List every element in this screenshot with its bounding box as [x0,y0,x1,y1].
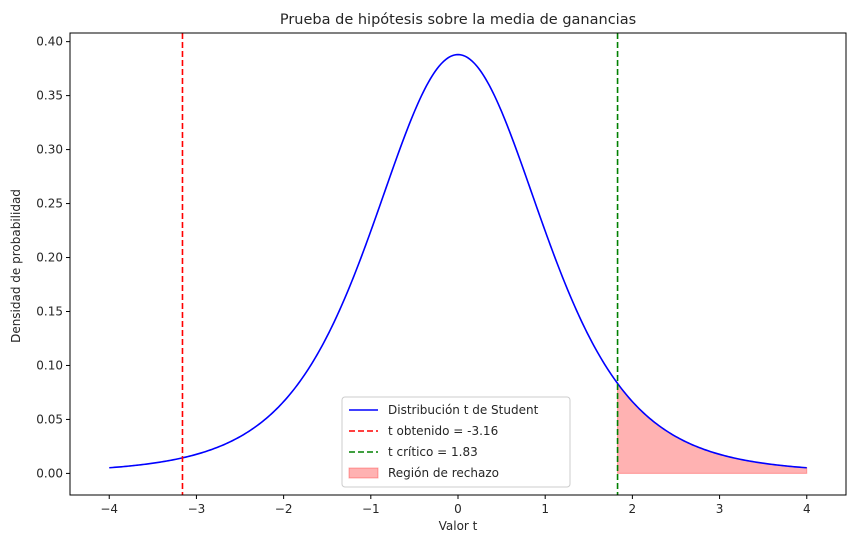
legend-label: Región de rechazo [388,466,499,480]
chart-title: Prueba de hipótesis sobre la media de ga… [280,12,636,28]
y-tick-label: 0.30 [36,143,63,157]
y-tick-label: 0.05 [36,412,63,426]
x-tick-label: −2 [275,502,293,516]
x-tick-label: 3 [716,502,724,516]
y-tick-label: 0.00 [36,466,63,480]
y-axis-label: Densidad de probabilidad [9,189,23,343]
y-tick-label: 0.20 [36,251,63,265]
y-tick-label: 0.35 [36,89,63,103]
y-tick-label: 0.10 [36,358,63,372]
y-tick-label: 0.15 [36,304,63,318]
legend-box [341,396,571,488]
x-tick-label: −3 [188,502,206,516]
x-tick-label: 1 [541,502,549,516]
x-tick-label: 4 [803,502,811,516]
x-tick-label: 0 [454,502,462,516]
x-tick-label: −4 [100,502,118,516]
series-line-student-t [109,53,807,469]
y-tick-label: 0.40 [36,35,63,49]
x-tick-label: 2 [629,502,637,516]
plot-area: −4 −3 −2 −1 0 1 2 3 4 0.00 0.05 0.10 0.15 0.20 0.25 0.3… [36,32,847,516]
legend-swatch [348,467,379,479]
y-tick-label: 0.25 [36,197,63,211]
x-tick-label: −1 [362,502,380,516]
legend-label: t obtenido = -3.16 [388,424,498,438]
x-axis-label: Valor t [439,519,478,533]
legend-label: t crítico = 1.83 [388,445,478,459]
legend-label: Distribución t de Student [388,403,539,417]
